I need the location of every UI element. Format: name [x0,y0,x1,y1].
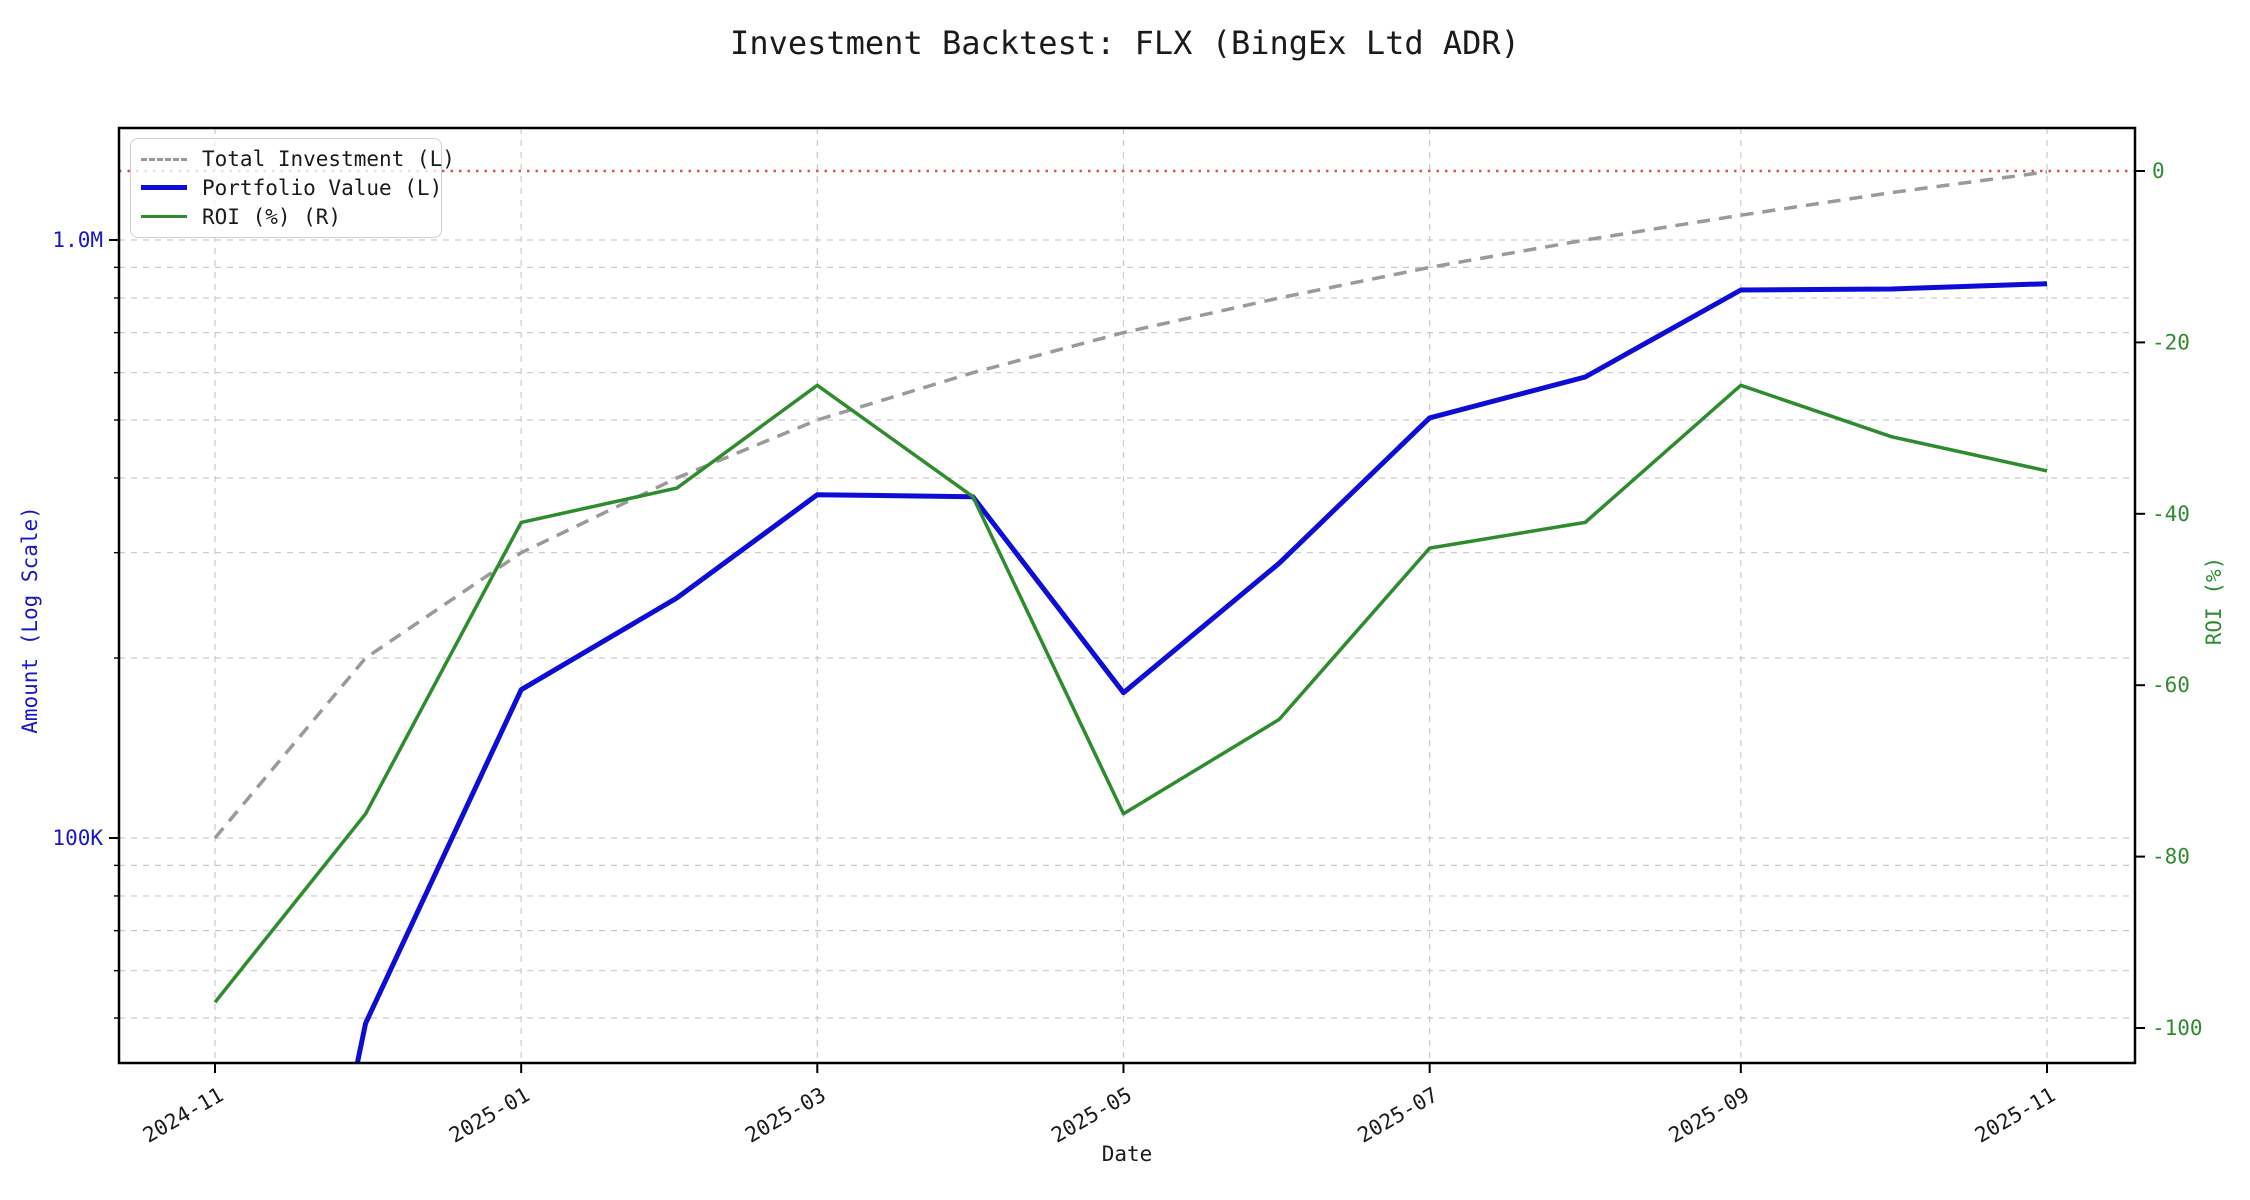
portfolio-value-line [354,281,2048,1063]
legend-label: Portfolio Value (L) [202,175,443,200]
x-tick-label: 2025-11 [1971,1083,2060,1148]
legend-item-total-investment: Total Investment (L) [141,145,455,173]
legend-label: ROI (%) (R) [202,204,342,229]
x-tick-label: 2025-03 [741,1083,830,1148]
dashed-line-swatch [141,157,187,161]
x-tick-label: 2025-05 [1047,1083,1136,1148]
legend-label: Total Investment (L) [202,147,455,172]
left-tick-label: 1.0M [52,228,103,252]
x-tick-label: 2024-11 [139,1083,228,1148]
x-tick-label: 2025-01 [445,1083,534,1148]
right-tick-label: -40 [2152,502,2190,526]
right-axis-label: ROI (%) [2202,556,2226,646]
left-tick-label: 100K [52,826,103,850]
solid-blue-line-swatch [141,185,187,191]
legend-item-portfolio-value: Portfolio Value (L) [141,174,442,202]
chart-title: Investment Backtest: FLX (BingEx Ltd ADR… [730,24,1520,62]
right-tick-label: -100 [2152,1016,2203,1040]
right-tick-label: -20 [2152,330,2190,354]
x-axis-label: Date [1101,1142,1153,1166]
right-tick-label: -60 [2152,673,2190,697]
total-investment-line [213,170,2048,840]
right-tick-label: 0 [2152,159,2165,183]
solid-green-line-swatch [141,214,187,219]
x-tick-label: 2025-07 [1353,1083,1442,1148]
legend-item-roi: ROI (%) (R) [141,203,431,231]
roi-line [213,383,2048,1004]
plot-border [117,126,2137,1065]
legend-box: Total Investment (L) Portfolio Value (L)… [130,138,455,238]
x-tick-label: 2025-09 [1665,1083,1754,1148]
left-axis-label: Amount (Log Scale) [18,506,42,734]
right-tick-label: -80 [2152,845,2190,869]
